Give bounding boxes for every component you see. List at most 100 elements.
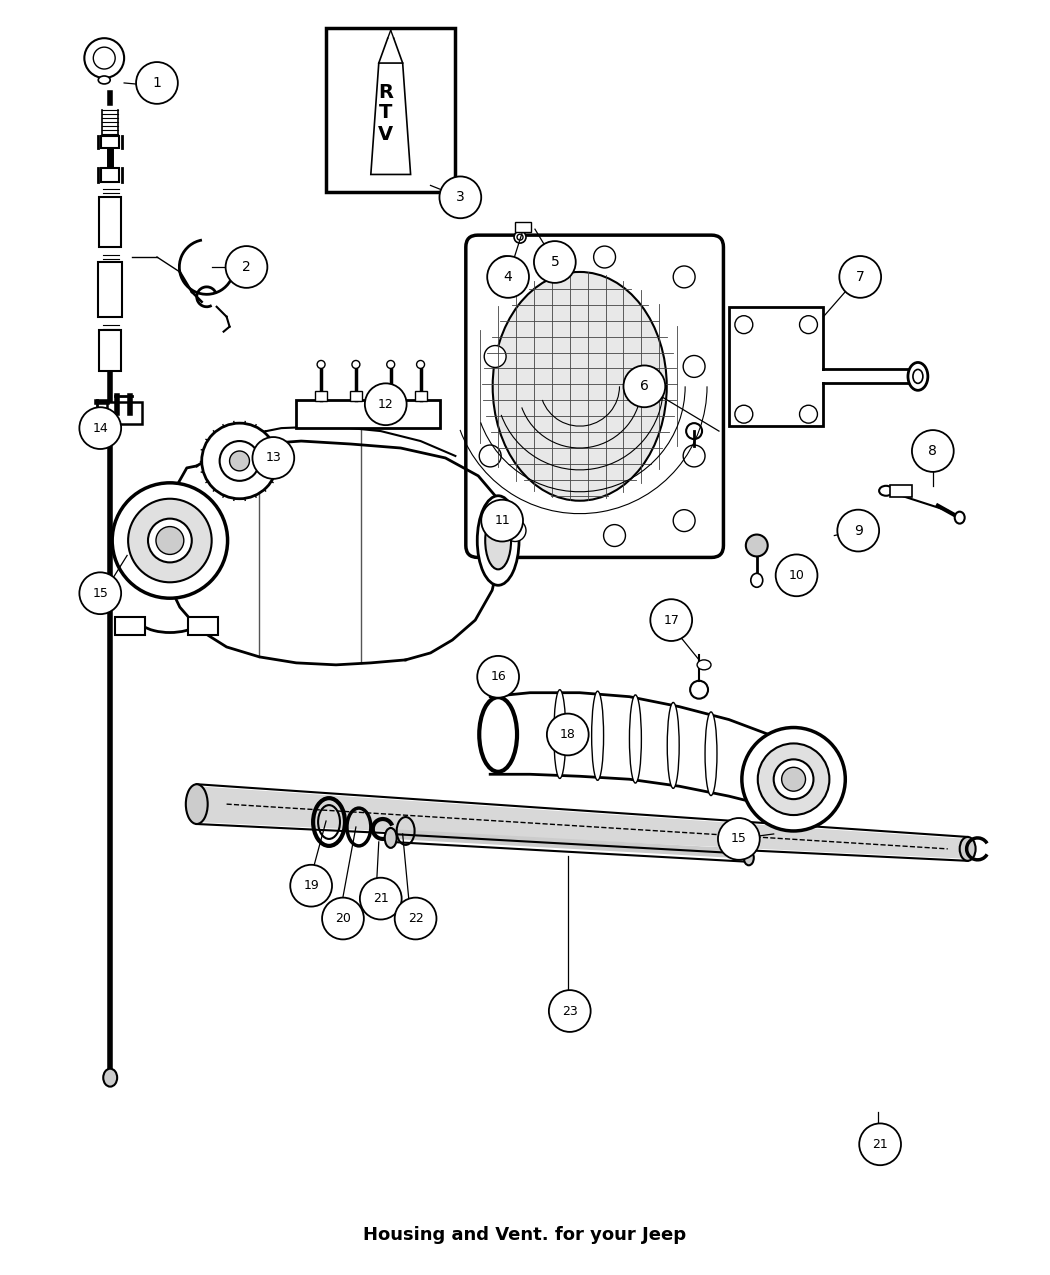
Ellipse shape	[553, 690, 566, 779]
Circle shape	[84, 38, 124, 78]
Circle shape	[534, 241, 575, 283]
Ellipse shape	[485, 511, 511, 570]
Circle shape	[686, 423, 702, 439]
Bar	[100, 198, 121, 247]
Bar	[890, 484, 912, 497]
Bar	[188, 617, 217, 635]
FancyBboxPatch shape	[466, 235, 723, 557]
Circle shape	[93, 47, 116, 69]
Circle shape	[742, 728, 845, 831]
Circle shape	[837, 510, 879, 552]
Text: 6: 6	[639, 380, 649, 393]
Circle shape	[690, 681, 708, 699]
Circle shape	[478, 655, 519, 697]
Text: V: V	[378, 125, 394, 144]
Text: 2: 2	[243, 260, 251, 274]
Ellipse shape	[743, 850, 754, 866]
Bar	[107, 402, 142, 425]
Ellipse shape	[629, 695, 642, 783]
Text: 7: 7	[856, 270, 864, 284]
Text: 23: 23	[562, 1005, 578, 1017]
Circle shape	[684, 445, 705, 467]
Text: 16: 16	[490, 671, 506, 683]
Ellipse shape	[879, 486, 894, 496]
Ellipse shape	[697, 660, 711, 669]
Circle shape	[484, 346, 506, 367]
Text: 13: 13	[266, 451, 281, 464]
Bar	[729, 307, 823, 426]
Ellipse shape	[417, 361, 424, 368]
Circle shape	[504, 520, 526, 542]
Circle shape	[776, 555, 818, 597]
Circle shape	[735, 405, 753, 423]
Circle shape	[673, 510, 695, 532]
Text: 17: 17	[664, 613, 679, 626]
Text: 10: 10	[789, 569, 804, 581]
Circle shape	[481, 500, 523, 542]
Text: 5: 5	[550, 255, 560, 269]
Text: 12: 12	[378, 398, 394, 411]
Circle shape	[799, 316, 818, 334]
Text: 20: 20	[335, 912, 351, 924]
Circle shape	[758, 743, 830, 815]
Circle shape	[673, 266, 695, 288]
Text: R: R	[378, 83, 394, 102]
Circle shape	[290, 864, 332, 907]
Circle shape	[859, 1123, 901, 1165]
Text: 3: 3	[456, 190, 465, 204]
Bar	[350, 391, 362, 402]
Polygon shape	[371, 62, 411, 175]
Circle shape	[593, 246, 615, 268]
Circle shape	[735, 316, 753, 334]
Ellipse shape	[954, 511, 965, 524]
Text: 11: 11	[495, 514, 510, 527]
Circle shape	[839, 256, 881, 298]
Ellipse shape	[103, 1068, 118, 1086]
Ellipse shape	[667, 703, 679, 788]
Bar	[296, 400, 440, 428]
Circle shape	[252, 437, 294, 479]
Bar	[101, 168, 119, 182]
Circle shape	[80, 407, 121, 449]
Circle shape	[718, 819, 760, 859]
Circle shape	[360, 877, 402, 919]
Text: 4: 4	[504, 270, 512, 284]
Ellipse shape	[186, 784, 208, 824]
Text: Housing and Vent. for your Jeep: Housing and Vent. for your Jeep	[363, 1225, 687, 1244]
Ellipse shape	[514, 231, 526, 244]
Ellipse shape	[912, 370, 923, 384]
Bar	[327, 28, 456, 193]
Ellipse shape	[591, 691, 604, 780]
Circle shape	[230, 451, 250, 470]
Bar	[100, 330, 121, 371]
Circle shape	[604, 524, 626, 547]
Ellipse shape	[352, 361, 360, 368]
Circle shape	[495, 256, 516, 278]
Ellipse shape	[705, 711, 717, 796]
Ellipse shape	[478, 496, 519, 585]
Text: 19: 19	[303, 880, 319, 892]
Ellipse shape	[317, 361, 326, 368]
Text: 15: 15	[731, 833, 747, 845]
Text: 22: 22	[407, 912, 423, 924]
Circle shape	[781, 768, 805, 792]
Circle shape	[128, 499, 212, 583]
Circle shape	[549, 991, 591, 1031]
Circle shape	[440, 176, 481, 218]
Circle shape	[395, 898, 437, 940]
Text: 21: 21	[373, 892, 388, 905]
Text: 9: 9	[854, 524, 863, 538]
Ellipse shape	[384, 827, 397, 848]
Circle shape	[799, 405, 818, 423]
Circle shape	[156, 527, 184, 555]
Circle shape	[148, 519, 192, 562]
Text: 15: 15	[92, 586, 108, 599]
Circle shape	[479, 445, 501, 467]
Bar	[516, 222, 531, 232]
Circle shape	[219, 441, 259, 481]
Bar	[116, 617, 145, 635]
Ellipse shape	[751, 574, 762, 588]
Text: 1: 1	[152, 76, 162, 91]
Circle shape	[226, 246, 268, 288]
Circle shape	[487, 256, 529, 298]
